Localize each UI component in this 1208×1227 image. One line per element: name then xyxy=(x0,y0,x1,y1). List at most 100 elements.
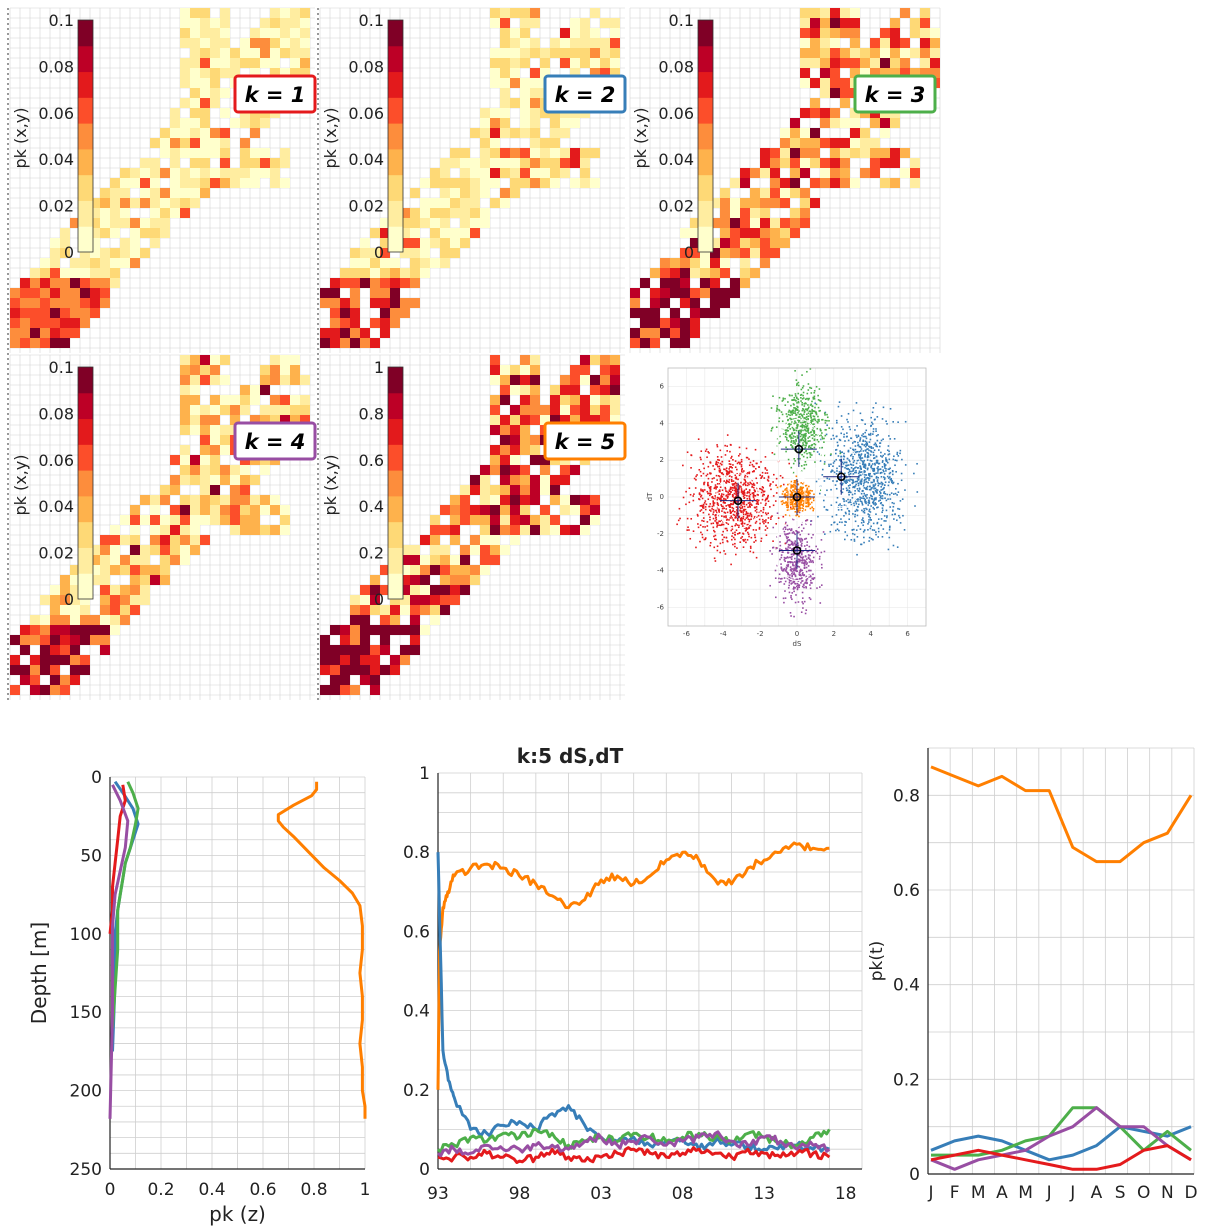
scatter-point xyxy=(797,503,800,505)
heatmap-cell xyxy=(520,178,530,188)
scatter-point xyxy=(792,447,794,449)
heatmap-cell xyxy=(20,328,30,338)
scatter-point xyxy=(786,509,789,511)
scatter-point xyxy=(734,531,736,534)
heatmap-cell xyxy=(910,178,920,188)
scatter-point xyxy=(821,446,824,449)
heatmap-cell xyxy=(240,385,250,395)
heatmap-cell xyxy=(300,28,310,38)
heatmap-cell xyxy=(100,208,110,218)
scatter-point xyxy=(835,449,837,451)
heatmap-cell xyxy=(880,48,890,58)
scatter-point xyxy=(743,501,745,504)
scatter-point xyxy=(746,475,749,478)
scatter-point xyxy=(879,490,881,493)
scatter-point xyxy=(807,415,810,418)
scatter-point xyxy=(751,492,754,495)
scatter-point xyxy=(883,484,886,486)
scatter-point xyxy=(791,426,794,429)
scatter-point xyxy=(795,384,798,386)
scatter-point xyxy=(806,370,808,373)
heatmap-cell xyxy=(370,685,380,695)
heatmap-cell xyxy=(840,118,850,128)
scatter-point xyxy=(739,461,741,464)
heatmap-cell xyxy=(200,485,210,495)
heatmap-cell xyxy=(820,8,830,18)
scatter-point xyxy=(776,405,779,407)
scatter-point xyxy=(807,533,810,536)
scatter-point xyxy=(790,594,792,597)
heatmap-cell xyxy=(820,88,830,98)
scatter-point xyxy=(860,459,862,462)
scatter-point xyxy=(748,464,751,467)
scatter-point xyxy=(872,491,875,494)
scatter-point xyxy=(709,461,712,464)
heatmap-cell xyxy=(180,78,190,88)
scatter-point xyxy=(712,502,715,505)
scatter-point xyxy=(778,408,780,411)
heatmap-cell xyxy=(730,238,740,248)
scatter-point xyxy=(790,499,792,502)
scatter-point xyxy=(803,425,806,427)
scatter-point xyxy=(873,499,876,501)
scatter-point xyxy=(864,474,866,476)
scatter-point xyxy=(794,533,796,536)
heatmap-cell xyxy=(650,298,660,308)
scatter-point xyxy=(788,578,791,581)
colorbar-tick-label: 0.2 xyxy=(359,544,384,563)
scatter-point xyxy=(814,461,816,463)
heatmap-cell xyxy=(130,238,140,248)
scatter-point xyxy=(859,500,862,502)
heatmap-cell xyxy=(260,505,270,515)
heatmap-cell xyxy=(770,178,780,188)
heatmap-cell xyxy=(830,88,840,98)
heatmap-cell xyxy=(480,485,490,495)
heatmap-cell xyxy=(100,188,110,198)
scatter-point xyxy=(861,519,863,521)
scatter-point xyxy=(802,385,805,387)
heatmap-cell xyxy=(900,38,910,48)
heatmap-cell xyxy=(530,48,540,58)
scatter-point xyxy=(862,524,864,527)
scatter-point xyxy=(805,463,808,466)
heatmap-cell xyxy=(480,465,490,475)
scatter-point xyxy=(841,461,844,464)
heatmap-cell xyxy=(770,198,780,208)
heatmap-cell xyxy=(540,158,550,168)
heatmap-cell xyxy=(320,288,330,298)
scatter-point xyxy=(806,422,809,425)
scatter-point xyxy=(914,505,916,507)
scatter-point xyxy=(892,481,895,484)
heatmap-cell xyxy=(120,238,130,248)
heatmap-cell xyxy=(510,505,520,515)
scatter-point xyxy=(761,518,764,521)
heatmap-cell xyxy=(150,168,160,178)
scatter-point xyxy=(871,423,874,425)
scatter-point xyxy=(760,477,762,479)
scatter-point xyxy=(793,412,795,414)
scatter-point xyxy=(730,476,733,478)
scatter-point xyxy=(869,434,872,436)
scatter-point xyxy=(716,549,719,552)
scatter-point xyxy=(790,480,793,483)
heatmap-cell xyxy=(130,535,140,545)
scatter-point xyxy=(889,467,891,470)
scatter-point xyxy=(715,521,718,524)
scatter-point xyxy=(795,594,797,596)
heatmap-cell xyxy=(540,405,550,415)
scatter-point xyxy=(779,548,781,550)
scatter-point xyxy=(797,424,799,426)
heatmap-cell xyxy=(530,445,540,455)
heatmap-cell xyxy=(350,298,360,308)
scatter-point xyxy=(846,481,849,483)
scatter-point xyxy=(856,498,859,501)
heatmap-cell xyxy=(60,288,70,298)
heatmap-cell xyxy=(510,158,520,168)
heatmap-cell xyxy=(380,218,390,228)
heatmap-cell xyxy=(400,595,410,605)
scatter-point xyxy=(795,422,797,424)
heatmap-cell xyxy=(410,605,420,615)
heatmap-cell xyxy=(490,415,500,425)
scatter-point xyxy=(861,503,864,506)
heatmap-cell xyxy=(380,615,390,625)
